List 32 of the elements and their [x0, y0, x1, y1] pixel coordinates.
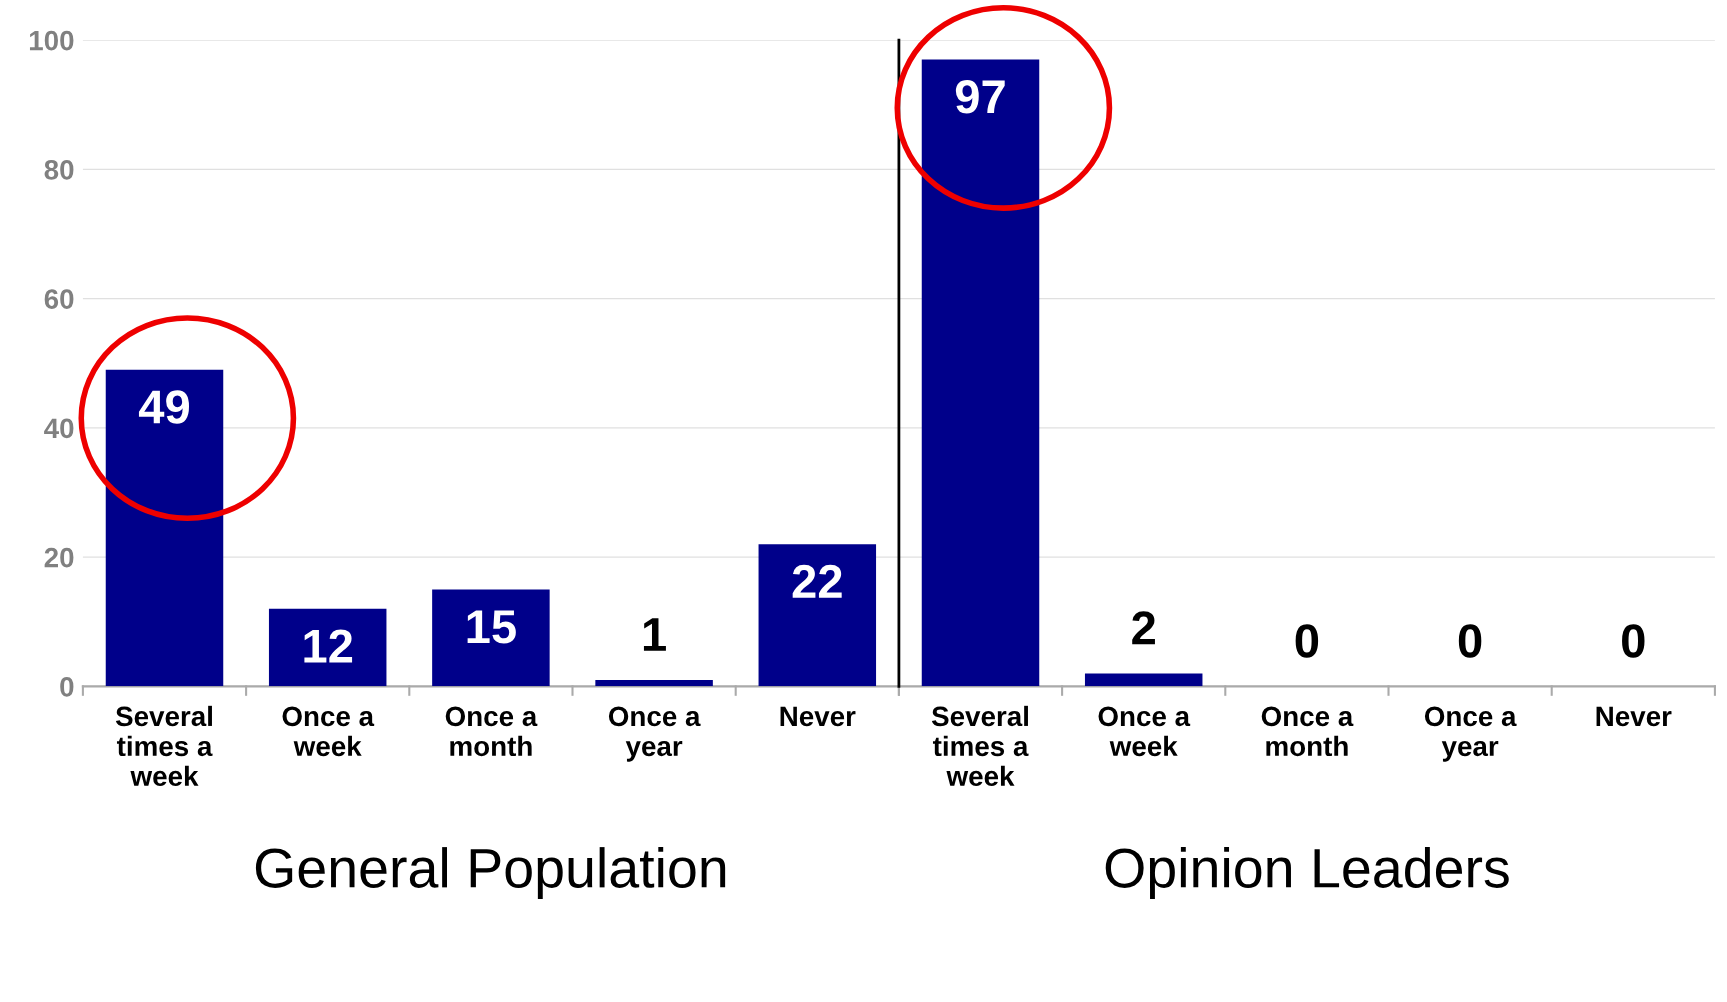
data-label: 0 [1295, 624, 1319, 658]
data-label: 0 [1622, 624, 1645, 658]
y-tick-label: 0 [60, 677, 74, 697]
data-label: 0 [1458, 624, 1482, 658]
y-tick-label: 80 [44, 160, 74, 180]
x-axis-title: Opinion Leaders [1105, 847, 1509, 899]
bar [432, 589, 550, 687]
data-label: 22 [792, 564, 842, 598]
data-label: 12 [304, 629, 353, 663]
x-tick-label: Once a month [1261, 706, 1354, 757]
bar [268, 608, 387, 687]
y-tick-label: 20 [44, 547, 74, 568]
bar [595, 679, 713, 687]
x-tick-label: Once a week [282, 706, 375, 757]
data-label: 97 [955, 80, 1005, 114]
x-axis-title: General Population [255, 847, 726, 899]
bar [758, 544, 877, 687]
x-tick-label: Once a year [1424, 706, 1517, 762]
x-tick-label: Never [780, 706, 856, 727]
x-tick-label: Never [1596, 706, 1672, 727]
data-label: 49 [138, 390, 190, 424]
data-label: 2 [1132, 611, 1155, 645]
x-tick-label: Once a week [1098, 706, 1191, 757]
y-tick-label: 100 [29, 30, 74, 51]
data-label: 15 [467, 610, 516, 644]
y-tick-label: 40 [44, 418, 74, 439]
x-tick-label: Once a year [608, 706, 701, 762]
data-label: 1 [643, 618, 666, 651]
y-tick-label: 60 [44, 289, 74, 309]
x-tick-label: Several times a week [115, 705, 213, 787]
x-tick-label: Several times a week [931, 705, 1029, 787]
x-tick-label: Once a month [445, 706, 538, 757]
